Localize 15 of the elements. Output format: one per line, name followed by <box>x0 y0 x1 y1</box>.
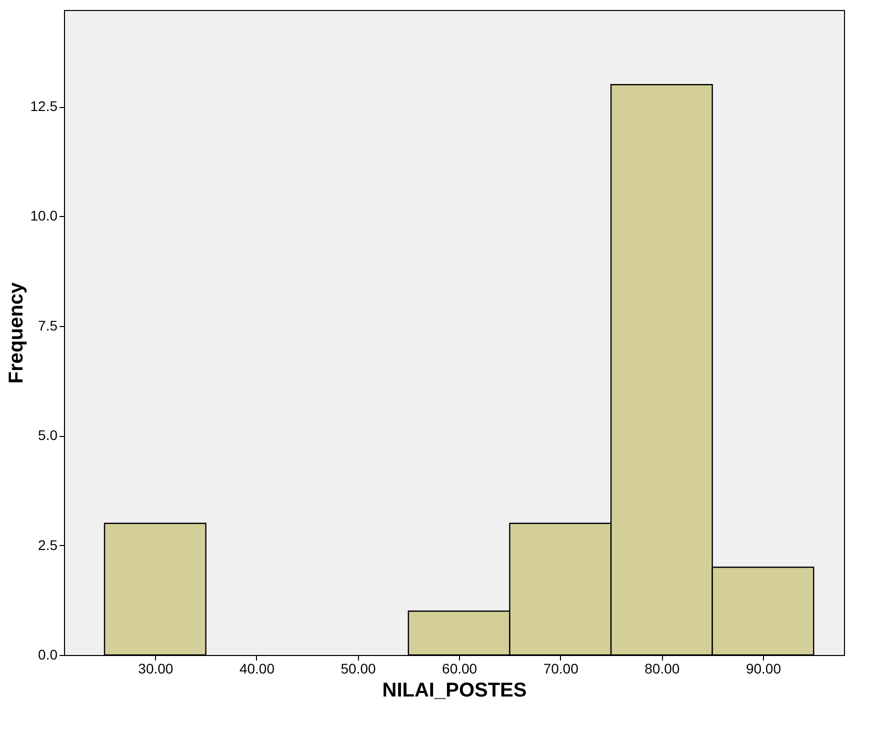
y-tick-label: 5.0 <box>38 427 58 444</box>
y-tick-label: 2.5 <box>38 536 58 553</box>
x-tick-label: 50.00 <box>340 660 376 676</box>
x-axis-title: NILAI_POSTES <box>382 680 527 702</box>
y-tick-label: 7.5 <box>38 317 58 334</box>
x-tick-label: 90.00 <box>746 660 782 676</box>
y-tick-label: 0.0 <box>38 646 58 662</box>
x-tick-label: 70.00 <box>543 660 579 676</box>
x-tick-label: 60.00 <box>442 660 478 676</box>
y-axis-title: Frequency <box>5 282 28 384</box>
x-tick-label: 30.00 <box>138 660 174 676</box>
y-tick-label: 12.5 <box>30 98 58 114</box>
y-tick-label: 10.0 <box>30 208 58 224</box>
x-tick-label: 40.00 <box>239 660 275 676</box>
x-tick-label: 80.00 <box>644 660 680 676</box>
